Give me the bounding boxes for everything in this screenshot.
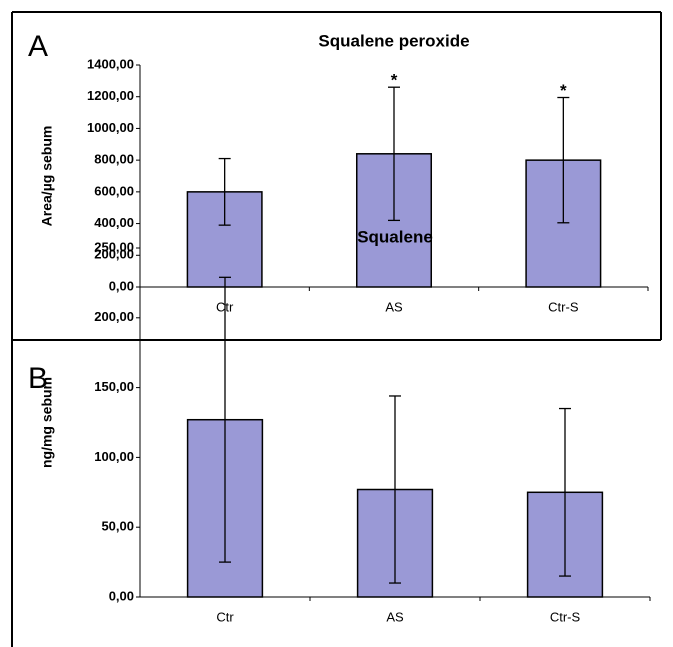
x-tick-label: Ctr-S — [548, 299, 579, 314]
annotation: * — [391, 71, 398, 90]
y-tick-label: 200,00 — [94, 247, 134, 262]
y-tick-label: 250,00 — [94, 239, 134, 254]
chart-title: Squalene — [357, 227, 433, 246]
y-tick-label: 600,00 — [94, 183, 134, 198]
x-tick-label: AS — [386, 609, 404, 624]
frame — [11, 11, 662, 647]
y-tick-label: 1000,00 — [87, 120, 134, 135]
chart-title: Squalene peroxide — [318, 31, 469, 50]
panel-label: B — [28, 362, 48, 395]
y-tick-label: 150,00 — [94, 379, 134, 394]
y-tick-label: 0,00 — [109, 588, 134, 603]
y-tick-label: 100,00 — [94, 449, 134, 464]
y-tick-label: 50,00 — [101, 519, 134, 534]
panel-label: A — [28, 30, 48, 63]
y-axis-label: ng/mg sebum — [39, 377, 55, 468]
y-tick-label: 200,00 — [94, 309, 134, 324]
x-tick-label: Ctr — [216, 609, 234, 624]
x-tick-label: Ctr-S — [550, 609, 581, 624]
y-tick-label: 0,00 — [109, 278, 134, 293]
y-axis-label: Area/µg sebum — [39, 126, 55, 227]
y-tick-label: 1200,00 — [87, 88, 134, 103]
x-tick-label: AS — [385, 299, 403, 314]
annotation: * — [560, 81, 567, 100]
y-tick-label: 1400,00 — [87, 56, 134, 71]
y-tick-label: 400,00 — [94, 215, 134, 230]
y-tick-label: 800,00 — [94, 152, 134, 167]
